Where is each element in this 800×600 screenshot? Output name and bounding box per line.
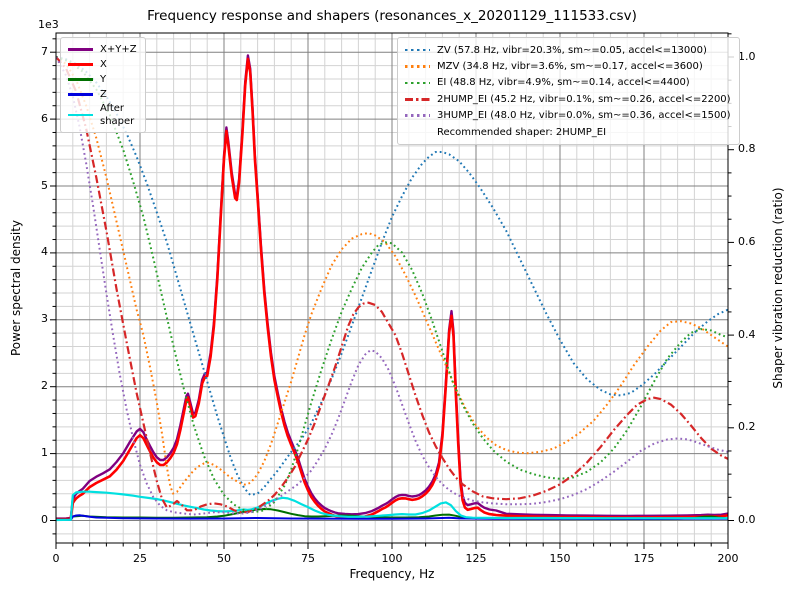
- left-tick-label: 0: [41, 513, 48, 526]
- series-zv: [56, 56, 728, 496]
- legend-item: X: [68, 57, 137, 72]
- x-tick-label: 125: [465, 552, 487, 565]
- right-tick-label: 0.4: [738, 327, 756, 341]
- x-tick-label: 175: [633, 552, 655, 565]
- left-tick-label: 4: [41, 245, 48, 259]
- recommended-shaper-note: Recommended shaper: 2HUMP_EI: [437, 126, 607, 138]
- legend-item-label: After shaper: [100, 103, 135, 127]
- left-tick-label: 6: [41, 111, 48, 125]
- left-axis-offset-text: 1e3: [38, 18, 59, 31]
- legend-item: Z: [68, 87, 137, 102]
- right-tick-label: 0.2: [738, 420, 756, 434]
- left-tick-label: 1: [41, 446, 48, 460]
- legend-line-swatch: [68, 93, 93, 96]
- x-tick-label: 25: [133, 552, 147, 565]
- left-tick-label: 7: [41, 44, 48, 58]
- x-tick-label: 50: [217, 552, 231, 565]
- legend-item: After shaper: [68, 102, 137, 128]
- series-mzv: [56, 56, 728, 495]
- legend-item: 3HUMP_EI (48.0 Hz, vibr=0.0%, sm~=0.36, …: [405, 108, 731, 124]
- legend-psd-lines: X+Y+Z X Y Z After shaper: [60, 37, 146, 133]
- right-tick-label: 0.8: [738, 142, 756, 156]
- legend-item-label: MZV (34.8 Hz, vibr=3.6%, sm~=0.17, accel…: [437, 61, 703, 73]
- legend-note-spacer: [405, 131, 430, 134]
- legend-item: Y: [68, 72, 137, 87]
- left-tick-label: 5: [41, 178, 48, 192]
- legend-item-label: X: [100, 59, 107, 70]
- x-tick-label: 75: [301, 552, 315, 565]
- legend-line-swatch: [68, 113, 93, 117]
- x-tick-label: 150: [549, 552, 571, 565]
- x-tick-label: 0: [52, 552, 60, 565]
- left-tick-label: 2: [41, 379, 48, 393]
- chart-title: Frequency response and shapers (resonanc…: [147, 8, 637, 24]
- legend-line-swatch: [68, 78, 93, 81]
- x-tick-label: 200: [717, 552, 739, 565]
- legend-item: X+Y+Z: [68, 42, 137, 57]
- right-tick-label: 0.0: [738, 513, 756, 526]
- right-tick-label: 0.6: [738, 234, 756, 248]
- legend-line-swatch: [68, 48, 93, 51]
- legend-line-swatch: [405, 81, 430, 85]
- left-tick-label: 3: [41, 312, 48, 326]
- legend-item-label: EI (48.8 Hz, vibr=4.9%, sm~=0.14, accel<…: [437, 77, 690, 89]
- legend-item: MZV (34.8 Hz, vibr=3.6%, sm~=0.17, accel…: [405, 58, 731, 74]
- x-tick-label: 100: [381, 552, 403, 565]
- left-axis-label: Power spectral density: [9, 219, 23, 357]
- right-axis-label: Shaper vibration reduction (ratio): [771, 187, 785, 389]
- legend-shapers: ZV (57.8 Hz, vibr=20.3%, sm~=0.05, accel…: [397, 37, 740, 146]
- legend-line-swatch: [405, 114, 430, 118]
- legend-item: 2HUMP_EI (45.2 Hz, vibr=0.1%, sm~=0.26, …: [405, 91, 731, 107]
- series-after-shaper: [56, 490, 728, 522]
- series-2hump-ei: [56, 56, 728, 514]
- right-tick-label: 1.0: [738, 49, 756, 63]
- legend-item-label: 3HUMP_EI (48.0 Hz, vibr=0.0%, sm~=0.36, …: [437, 110, 731, 122]
- legend-line-swatch: [405, 65, 430, 68]
- legend-item-label: ZV (57.8 Hz, vibr=20.3%, sm~=0.05, accel…: [437, 44, 707, 56]
- legend-note-row: Recommended shaper: 2HUMP_EI: [405, 124, 731, 140]
- legend-item: EI (48.8 Hz, vibr=4.9%, sm~=0.14, accel<…: [405, 75, 731, 91]
- x-axis-label: Frequency, Hz: [349, 567, 435, 581]
- legend-line-swatch: [68, 63, 93, 66]
- legend-line-swatch: [405, 98, 430, 101]
- legend-item-label: Y: [100, 74, 107, 85]
- legend-item-label: 2HUMP_EI (45.2 Hz, vibr=0.1%, sm~=0.26, …: [437, 93, 731, 105]
- legend-item: ZV (57.8 Hz, vibr=20.3%, sm~=0.05, accel…: [405, 42, 731, 58]
- series-x: [56, 57, 728, 521]
- legend-item-label: Z: [100, 89, 107, 100]
- legend-line-swatch: [405, 48, 430, 52]
- legend-item-label: X+Y+Z: [100, 44, 137, 55]
